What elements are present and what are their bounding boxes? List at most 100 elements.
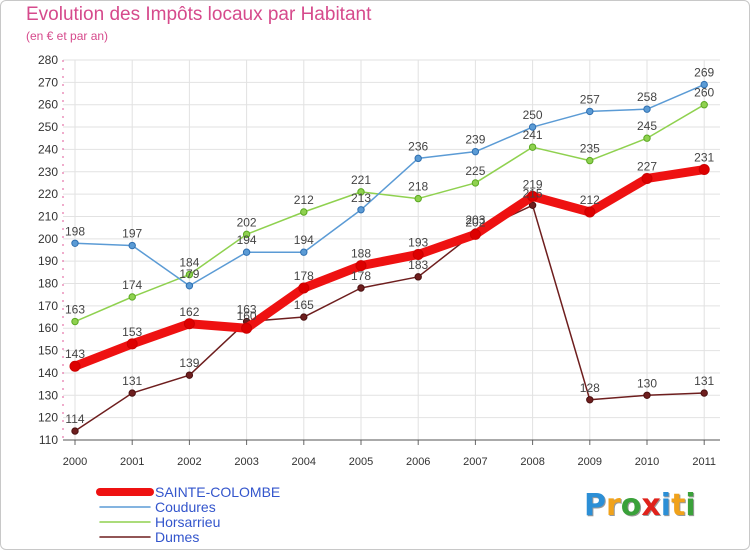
data-point-dumes <box>357 284 365 292</box>
legend-label-coudures: Coudures <box>155 499 216 515</box>
data-label-coudures: 197 <box>122 227 142 241</box>
y-tick-label: 270 <box>38 75 58 89</box>
data-point-dumes <box>586 396 594 404</box>
data-point-horsarrieu <box>471 179 480 187</box>
data-label-sainte-colombe: 143 <box>65 347 85 361</box>
data-label-dumes: 163 <box>237 303 257 317</box>
y-tick-label: 260 <box>38 98 58 112</box>
data-point-sainte-colombe <box>69 360 81 372</box>
x-tick-label: 2004 <box>292 456 316 468</box>
data-label-coudures: 213 <box>351 191 371 205</box>
data-label-horsarrieu: 260 <box>694 86 714 100</box>
data-point-horsarrieu <box>128 293 136 301</box>
data-label-dumes: 130 <box>637 376 657 390</box>
data-label-horsarrieu: 241 <box>523 128 543 142</box>
data-point-sainte-colombe <box>126 338 138 350</box>
y-tick-label: 160 <box>38 321 58 335</box>
data-point-horsarrieu <box>71 317 79 326</box>
data-point-coudures <box>586 107 594 116</box>
legend-label-horsarrieu: Horsarrieu <box>155 514 220 530</box>
data-label-sainte-colombe: 162 <box>179 305 199 319</box>
y-tick-label: 250 <box>38 120 58 134</box>
data-point-horsarrieu <box>300 208 308 216</box>
x-tick-label: 2002 <box>177 456 201 468</box>
data-point-coudures <box>71 239 79 247</box>
y-tick-label: 210 <box>38 209 58 223</box>
data-point-sainte-colombe <box>241 322 253 334</box>
data-label-coudures: 179 <box>179 267 199 281</box>
data-point-dumes <box>528 201 537 209</box>
legend-label-dumes: Dumes <box>155 529 199 545</box>
data-label-horsarrieu: 235 <box>580 142 600 156</box>
series-line-coudures <box>74 83 705 287</box>
data-label-horsarrieu: 245 <box>637 119 657 133</box>
data-point-sainte-colombe <box>584 206 596 218</box>
data-label-sainte-colombe: 178 <box>294 269 314 283</box>
data-point-coudures <box>471 147 480 156</box>
logo-letter: t <box>671 488 686 523</box>
data-point-dumes <box>71 427 79 435</box>
data-point-sainte-colombe <box>527 190 539 202</box>
logo-letter: x <box>641 488 661 523</box>
data-label-coudures: 250 <box>523 108 543 122</box>
x-tick-label: 2008 <box>520 456 544 468</box>
data-point-horsarrieu <box>643 134 651 142</box>
data-label-sainte-colombe: 160 <box>237 309 257 323</box>
data-point-sainte-colombe <box>412 248 424 260</box>
data-label-dumes: 128 <box>580 381 600 395</box>
x-tick-label: 2009 <box>578 456 602 468</box>
data-point-coudures <box>300 248 308 256</box>
x-tick-label: 2007 <box>463 456 487 468</box>
data-point-coudures <box>528 123 537 131</box>
data-label-horsarrieu: 163 <box>65 303 85 317</box>
data-label-sainte-colombe: 219 <box>523 177 543 191</box>
data-point-coudures <box>185 282 194 290</box>
data-point-horsarrieu <box>586 156 594 165</box>
data-label-coudures: 198 <box>65 224 85 238</box>
data-point-sainte-colombe <box>698 164 710 176</box>
data-point-sainte-colombe <box>183 318 195 330</box>
x-tick-label: 2000 <box>63 456 87 468</box>
y-tick-label: 120 <box>38 411 58 425</box>
data-label-dumes: 203 <box>465 213 485 227</box>
y-tick-label: 230 <box>38 165 58 179</box>
data-label-dumes: 131 <box>694 374 714 388</box>
data-label-coudures: 194 <box>294 233 314 247</box>
data-point-horsarrieu <box>185 270 194 279</box>
data-label-dumes: 114 <box>65 412 84 426</box>
data-label-sainte-colombe: 227 <box>637 159 657 173</box>
logo-letter: i <box>685 488 696 523</box>
data-label-sainte-colombe: 153 <box>122 325 142 339</box>
data-label-dumes: 183 <box>408 258 428 272</box>
data-point-sainte-colombe <box>298 282 310 294</box>
series-line-dumes <box>74 204 705 432</box>
y-tick-label: 240 <box>38 142 58 156</box>
y-tick-label: 180 <box>38 277 58 291</box>
data-point-horsarrieu <box>242 230 251 239</box>
y-tick-label: 130 <box>38 388 58 402</box>
legend-label-sainte-colombe: SAINTE-COLOMBE <box>155 484 280 500</box>
data-label-horsarrieu: 221 <box>351 173 371 187</box>
data-point-coudures <box>643 105 651 113</box>
x-tick-label: 2006 <box>406 456 430 468</box>
data-point-dumes <box>128 389 136 397</box>
series-line-horsarrieu <box>74 103 705 323</box>
series-line-sainte-colombe <box>70 165 709 371</box>
data-point-dumes <box>700 389 708 397</box>
data-label-horsarrieu: 202 <box>237 215 257 229</box>
data-point-dumes <box>643 391 651 399</box>
data-point-coudures <box>128 241 136 250</box>
proxiti-logo: Proxiti <box>584 488 696 523</box>
data-point-dumes <box>300 313 308 321</box>
data-label-sainte-colombe: 188 <box>351 247 371 261</box>
data-label-coudures: 239 <box>465 133 485 147</box>
data-point-coudures <box>242 248 251 256</box>
data-label-horsarrieu: 212 <box>294 193 314 207</box>
logo-letter: i <box>660 488 672 523</box>
logo-letter: P <box>584 488 606 523</box>
data-label-sainte-colombe: 202 <box>465 215 485 229</box>
